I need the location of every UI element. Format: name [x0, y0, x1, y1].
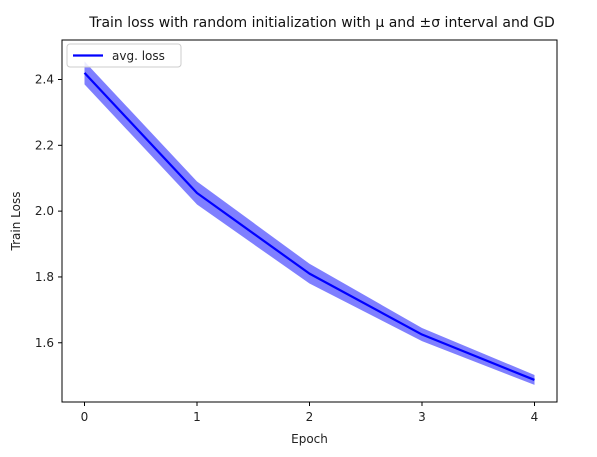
legend-label: avg. loss — [112, 49, 165, 63]
y-axis-title: Train Loss — [9, 192, 23, 252]
avg-loss-line — [83, 72, 535, 381]
x-tick-label: 1 — [193, 410, 201, 424]
plot-frame — [61, 39, 558, 403]
x-tick-label: 4 — [531, 410, 539, 424]
x-axis-title: Epoch — [291, 432, 328, 446]
legend-box — [66, 43, 182, 68]
y-tick-label: 2.4 — [35, 72, 54, 86]
sigma-band — [84, 61, 535, 385]
y-tick-label: 2.0 — [35, 204, 54, 218]
x-axis: 0 1 2 3 4 — [81, 402, 539, 424]
chart-title: Train loss with random initialization wi… — [88, 15, 555, 31]
x-tick-label: 3 — [418, 410, 426, 424]
y-axis: 1.6 1.8 2.0 2.2 2.4 — [35, 72, 62, 350]
x-tick-label: 2 — [306, 410, 314, 424]
y-tick-label: 1.6 — [35, 336, 54, 350]
plot-area — [83, 61, 535, 385]
x-tick-label: 0 — [81, 410, 89, 424]
y-tick-label: 1.8 — [35, 270, 54, 284]
legend: avg. loss — [66, 43, 182, 68]
y-tick-label: 2.2 — [35, 138, 54, 152]
